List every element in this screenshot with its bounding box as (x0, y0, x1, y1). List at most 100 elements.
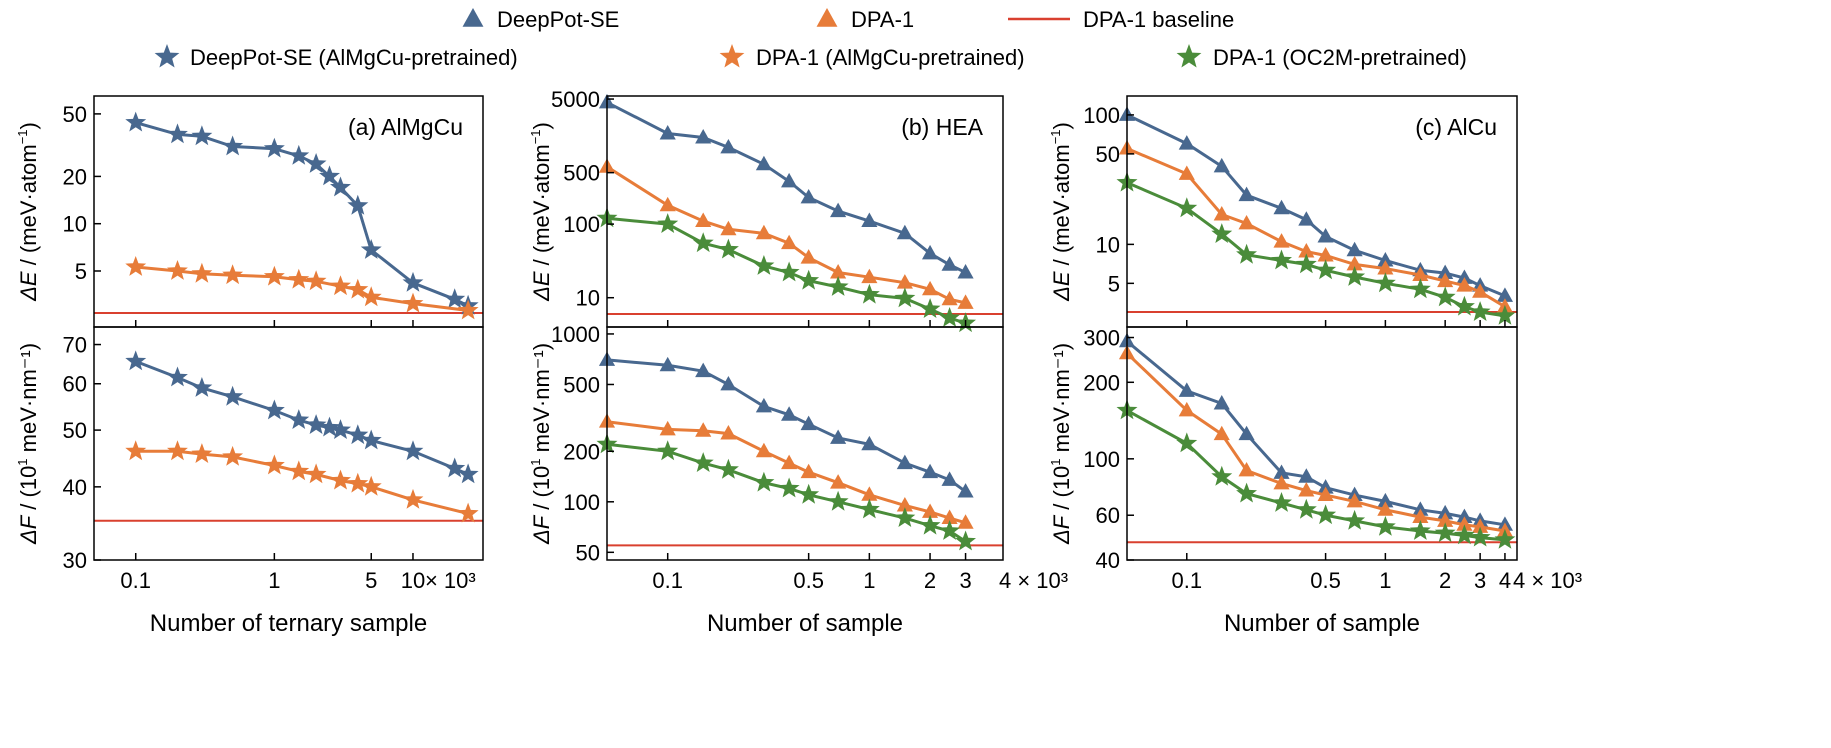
data-point (861, 486, 878, 501)
data-point (800, 249, 817, 264)
series-line (1126, 340, 1506, 527)
data-point (800, 415, 817, 431)
data-point (263, 265, 285, 286)
data-point (778, 477, 800, 498)
y-tick-label: 100 (563, 490, 600, 515)
x-tick-label: 1 (1379, 568, 1391, 593)
data-point (1271, 249, 1292, 270)
data-point (1374, 272, 1396, 293)
data-point (125, 350, 147, 371)
y-axis-label: ΔE / (meV·atom−1) (1048, 122, 1074, 302)
data-point (800, 463, 817, 479)
data-point (1472, 518, 1489, 533)
subplot-bottom: 30 40 50 60 70 ΔF / (101 meV·nm⁻¹) (15, 326, 484, 573)
x-tick-label: 1 (863, 568, 875, 593)
data-point (695, 422, 712, 437)
data-point (305, 270, 327, 291)
data-point (1236, 482, 1257, 503)
data-point (659, 356, 676, 372)
data-point (167, 123, 188, 144)
x-tick-label: 1 (268, 568, 280, 593)
data-point (1298, 468, 1315, 483)
legend: DeepPot-SE DPA-1 DPA-1 baseline DeepPot-SE … (154, 7, 1467, 70)
data-point (402, 488, 424, 509)
data-point (659, 196, 676, 212)
x-tick-label: 10 (401, 568, 425, 593)
panel-title: (c) AlCu (1415, 114, 1497, 140)
legend-label: DPA-1 baseline (1083, 7, 1234, 32)
x-unit-label: 4 × 10³ (1513, 568, 1582, 593)
data-point (1494, 528, 1516, 549)
data-point (222, 264, 244, 285)
plot-frame (606, 326, 1004, 561)
data-point (896, 224, 913, 240)
y-axis-label: ΔF / (101 meV·nm⁻¹) (1048, 343, 1074, 545)
y-tick-label: 5 (75, 259, 87, 284)
data-point (1273, 464, 1290, 479)
data-point (330, 176, 351, 197)
y-tick-label: 50 (63, 418, 87, 443)
data-point (305, 153, 327, 173)
data-point (755, 224, 772, 240)
panel-title: (a) AlMgCu (348, 114, 463, 140)
legend-item: DPA-1 baseline (1008, 7, 1234, 32)
data-point (1238, 461, 1255, 477)
data-point (457, 299, 479, 320)
data-point (1238, 425, 1255, 441)
y-tick-label: 200 (1083, 370, 1120, 395)
data-point (1273, 233, 1290, 248)
data-point (1317, 228, 1334, 243)
data-point (830, 429, 847, 444)
data-point (305, 414, 327, 434)
series-line (606, 358, 967, 493)
data-point (939, 307, 961, 327)
data-point (894, 507, 916, 527)
y-tick-label: 60 (1096, 503, 1120, 528)
y-axis-label: ΔF / (101 meV·nm⁻¹) (15, 343, 41, 545)
data-point (167, 366, 188, 387)
data-point (330, 469, 351, 490)
data-point (695, 362, 712, 378)
data-point (755, 442, 772, 458)
data-point (1453, 524, 1475, 545)
y-tick-label: 10 (1096, 232, 1120, 257)
y-tick-label: 5000 (551, 87, 600, 112)
data-point (1409, 278, 1431, 299)
data-point (360, 475, 382, 496)
data-point (1377, 501, 1394, 516)
data-point (1271, 492, 1292, 512)
data-point (1437, 264, 1454, 280)
data-point (222, 445, 244, 466)
data-point (921, 280, 939, 296)
data-point (347, 194, 369, 215)
data-point (1295, 498, 1317, 519)
panel-title: (b) HEA (901, 114, 983, 140)
x-tick-label: 2 (1439, 568, 1451, 593)
x-unit-label: 4 × 10³ (999, 568, 1068, 593)
data-point (753, 255, 775, 275)
data-point (1344, 266, 1366, 286)
data-point (1377, 260, 1394, 275)
data-point (827, 276, 849, 296)
data-point (1315, 259, 1337, 280)
data-point (692, 452, 714, 472)
data-point (1344, 509, 1366, 530)
data-point (1374, 515, 1396, 536)
data-point (955, 530, 976, 551)
data-point (1377, 492, 1394, 508)
data-point (1317, 479, 1334, 494)
legend-triangle-icon (462, 8, 484, 27)
data-point (827, 490, 849, 511)
y-tick-label: 100 (563, 212, 600, 237)
x-tick-label: 0.1 (1171, 568, 1202, 593)
x-tick-label: 3 (1474, 568, 1486, 593)
legend-item: DPA-1 (816, 7, 914, 32)
y-tick-label: 1000 (551, 322, 600, 347)
data-point (1346, 492, 1363, 508)
x-tick-label: 0.1 (652, 568, 683, 593)
data-point (263, 454, 285, 475)
data-point (319, 416, 340, 437)
data-point (657, 213, 679, 233)
data-point (402, 271, 424, 292)
